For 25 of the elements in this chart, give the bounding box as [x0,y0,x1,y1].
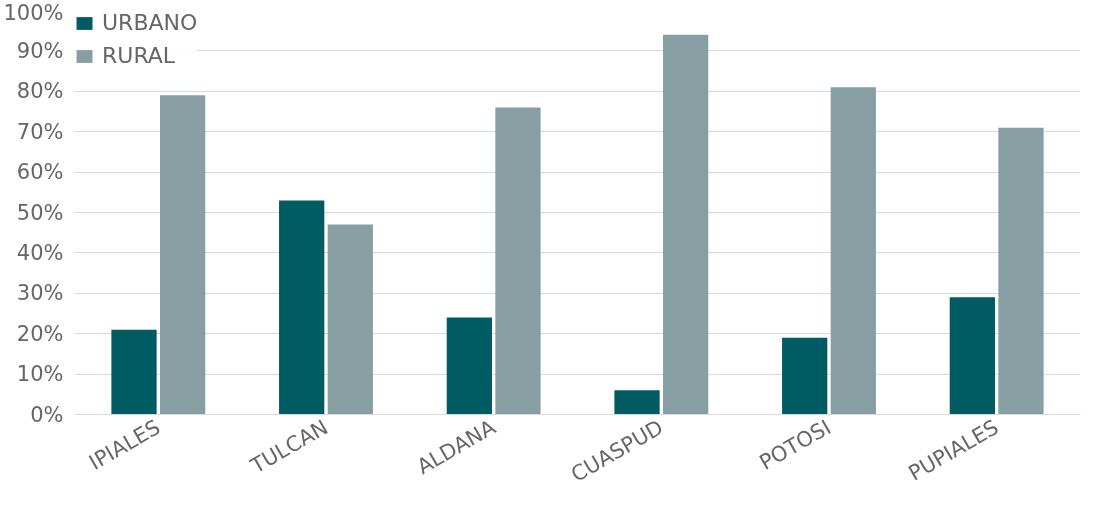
bar [949,297,995,415]
y-tick-label: 50% [16,200,64,225]
bar [111,329,157,415]
bar [327,224,373,415]
y-tick-label: 70% [16,119,64,144]
bar [160,95,206,415]
y-tick-label: 10% [16,362,64,387]
y-tick-label: 20% [16,321,64,346]
y-tick-label: 60% [16,160,64,185]
y-tick-label: 80% [16,79,64,104]
y-tick-label: 90% [16,38,64,63]
bar [279,200,325,415]
bar [830,87,876,415]
bar [495,107,541,415]
y-tick-label: 40% [16,240,64,265]
y-tick-label: 0% [30,402,64,427]
legend-label: URBANO [102,10,198,35]
bar [614,390,660,415]
bar [998,127,1044,415]
legend-label: RURAL [102,43,176,68]
bar [782,337,828,415]
y-tick-label: 30% [16,281,64,306]
bar [663,34,709,415]
bar [446,317,492,415]
y-tick-label: 100% [3,0,64,25]
